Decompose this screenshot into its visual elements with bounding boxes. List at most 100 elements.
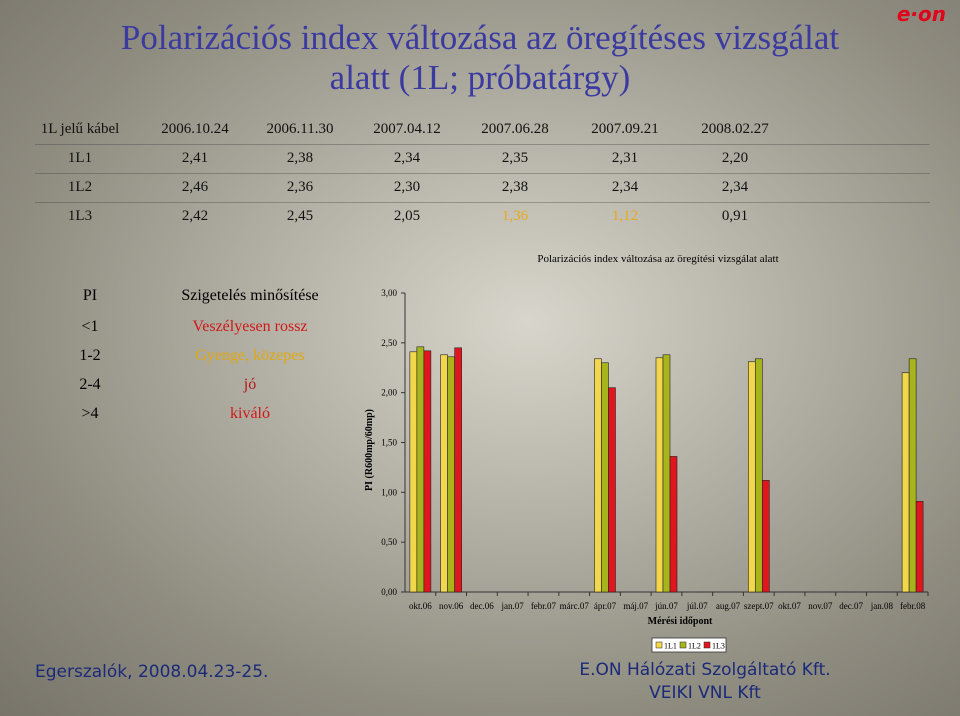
table-cell: 2,31	[611, 150, 639, 166]
x-tick-label: febr.07	[531, 601, 557, 611]
table-header: 2007.06.28	[481, 121, 549, 137]
table-header: 2008.02.27	[701, 121, 769, 137]
table-cell: 2,38	[286, 150, 314, 166]
table-cell: 0,91	[721, 208, 749, 224]
x-tick-label: febr.08	[900, 601, 926, 611]
x-tick-label: ápr.07	[594, 601, 617, 611]
table-cell: 1,36	[501, 208, 529, 224]
legend-label: 1L1	[664, 642, 677, 651]
x-tick-label: okt.06	[409, 601, 432, 611]
logo: e·on	[896, 2, 946, 26]
x-tick-label: jan.08	[870, 601, 894, 611]
table-cell: 2,38	[501, 179, 529, 195]
rating-value: 2-4	[79, 376, 101, 393]
bar	[416, 346, 425, 593]
table-header: 2007.04.12	[373, 121, 441, 137]
y-tick-label: 3,00	[381, 288, 397, 298]
table-header: 1L jelű kábel	[40, 121, 120, 137]
x-tick-label: márc.07	[560, 601, 590, 611]
table-cell: 2,42	[181, 208, 209, 224]
x-tick-label: jan.07	[501, 601, 525, 611]
x-axis-label: Mérési időpont	[648, 616, 713, 627]
bar	[409, 351, 418, 593]
bar	[747, 361, 756, 593]
rating-text: Veszélyesen rossz	[192, 318, 308, 335]
table-cell: 1L1	[67, 150, 93, 166]
rating-text: jó	[243, 376, 257, 393]
x-tick-label: szept.07	[744, 601, 774, 611]
x-tick-label: júl.07	[686, 601, 708, 611]
legend-swatch	[655, 641, 663, 649]
slide-title: alatt (1L; próbatárgy)	[329, 58, 631, 97]
y-axis-label: PI (R600mp/60mp)	[364, 409, 375, 491]
table-cell: 2,34	[721, 179, 749, 195]
bar	[423, 350, 432, 593]
x-tick-label: aug.07	[716, 601, 741, 611]
legend-label: 1L3	[712, 642, 725, 651]
x-tick-label: dec.07	[839, 601, 863, 611]
legend-swatch	[679, 641, 687, 649]
rating-header: PI	[82, 287, 98, 304]
footer-right: E.ON Hálózati Szolgáltató Kft.	[579, 660, 831, 680]
table-cell: 2,20	[721, 150, 749, 166]
table-cell: 1L2	[67, 179, 93, 195]
table-cell: 1L3	[67, 208, 93, 224]
bar	[594, 358, 602, 593]
bar	[440, 354, 448, 593]
bar	[915, 501, 924, 593]
bar	[454, 347, 462, 593]
legend-box	[651, 637, 727, 653]
bar	[655, 357, 664, 593]
table-cell: 2,34	[393, 150, 421, 166]
bar	[669, 456, 678, 593]
row-line	[35, 173, 930, 174]
row-line	[35, 202, 930, 203]
rating-text: kiváló	[230, 405, 270, 422]
table-cell: 1,12	[611, 208, 639, 224]
x-tick-label: nov.07	[808, 601, 833, 611]
x-tick-label: jún.07	[654, 601, 678, 611]
x-tick-label: máj.07	[623, 601, 648, 611]
row-line	[35, 144, 930, 145]
rating-header: Szigetelés minősítése	[181, 287, 319, 304]
bar	[447, 356, 455, 593]
table-cell: 2,36	[286, 179, 314, 195]
table-cell: 2,45	[286, 208, 314, 224]
bar	[601, 362, 609, 593]
rating-value: >4	[81, 405, 99, 422]
legend-swatch	[703, 641, 711, 649]
x-tick-label: nov.06	[439, 601, 464, 611]
x-tick-label: dec.06	[470, 601, 494, 611]
footer-left: Egerszalók, 2008.04.23-25.	[35, 662, 269, 682]
bar	[761, 480, 770, 593]
rating-text: Gyenge, közepes	[195, 347, 305, 364]
y-tick-label: 2,50	[381, 338, 397, 348]
table-cell: 2,41	[181, 150, 209, 166]
legend-label: 1L2	[688, 642, 701, 651]
y-tick-label: 1,50	[381, 438, 397, 448]
bar	[608, 387, 616, 593]
table-cell: 2,05	[393, 208, 421, 224]
y-tick-label: 2,00	[381, 388, 397, 398]
x-tick-label: okt.07	[778, 601, 801, 611]
y-tick-label: 1,00	[381, 487, 397, 497]
y-tick-label: 0,00	[381, 587, 397, 597]
table-header: 2007.09.21	[591, 121, 659, 137]
table-cell: 2,34	[611, 179, 639, 195]
table-header: 2006.10.24	[161, 121, 229, 137]
table-header: 2006.11.30	[266, 121, 334, 137]
table-cell: 2,30	[393, 179, 421, 195]
bar	[754, 358, 763, 593]
table-cell: 2,46	[181, 179, 209, 195]
slide-title: Polarizációs index változása az öregítés…	[120, 18, 840, 57]
y-tick-label: 0,50	[381, 537, 397, 547]
bar	[662, 354, 671, 593]
footer-right: VEIKI VNL Kft	[649, 683, 761, 703]
table-cell: 2,35	[501, 150, 529, 166]
chart-title: Polarizációs index változása az öregítés…	[537, 253, 778, 265]
rating-value: 1-2	[79, 347, 101, 364]
bar	[908, 358, 917, 593]
rating-value: <1	[81, 318, 99, 335]
